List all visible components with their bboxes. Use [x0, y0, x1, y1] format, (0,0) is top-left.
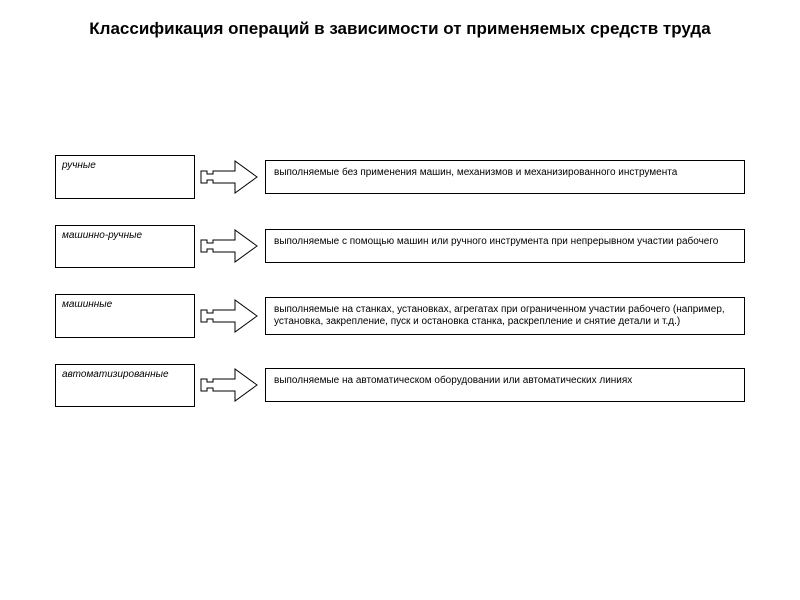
row-4: автоматизированные выполняемые на автома…	[55, 364, 745, 408]
row-3: машинные выполняемые на станках, установ…	[55, 294, 745, 338]
description-box-1: выполняемые без применения машин, механи…	[265, 160, 745, 194]
arrow-icon	[199, 226, 259, 266]
page-title: Классификация операций в зависимости от …	[0, 0, 800, 39]
category-box-3: машинные	[55, 294, 195, 338]
description-box-4: выполняемые на автоматическом оборудован…	[265, 368, 745, 402]
row-2: машинно-ручные выполняемые с помощью маш…	[55, 225, 745, 269]
rows-container: ручные выполняемые без применения машин,…	[55, 155, 745, 433]
category-box-4: автоматизированные	[55, 364, 195, 408]
description-box-2: выполняемые с помощью машин или ручного …	[265, 229, 745, 263]
category-box-1: ручные	[55, 155, 195, 199]
arrow-icon	[199, 157, 259, 197]
category-box-2: машинно-ручные	[55, 225, 195, 269]
arrow-icon	[199, 296, 259, 336]
row-1: ручные выполняемые без применения машин,…	[55, 155, 745, 199]
arrow-icon	[199, 365, 259, 405]
description-box-3: выполняемые на станках, установках, агре…	[265, 297, 745, 335]
